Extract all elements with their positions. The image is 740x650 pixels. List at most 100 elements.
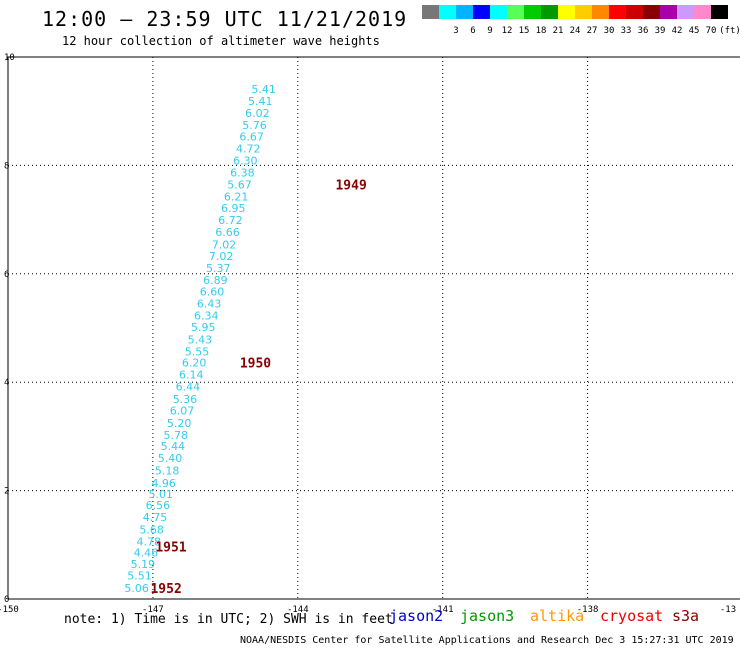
scale-swatch [592, 5, 609, 19]
wave-height-value: 6.95 [221, 202, 246, 215]
wave-height-value: 5.37 [206, 262, 231, 275]
wave-height-value: 5.55 [185, 345, 210, 358]
time-label: 1951 [155, 540, 186, 555]
wave-height-value: 5.51 [127, 570, 151, 583]
wave-height-value: 6.34 [194, 310, 219, 323]
wave-height-value: 6.60 [200, 286, 225, 299]
scale-tick-label: 36 [637, 26, 649, 36]
scale-swatch [558, 5, 575, 19]
y-tick-label: 6 [4, 270, 9, 280]
wave-height-value: 5.18 [155, 465, 180, 478]
scale-swatch [439, 5, 456, 19]
wave-height-value: 4.96 [151, 477, 176, 490]
scale-swatch [422, 5, 439, 19]
footer-credit: NOAA/NESDIS Center for Satellite Applica… [240, 635, 734, 646]
wave-height-value: 4.72 [236, 143, 261, 156]
scale-tick-label: 21 [552, 26, 564, 36]
wave-height-value: 6.67 [239, 131, 264, 144]
x-tick-label: -138 [577, 605, 599, 615]
wave-height-value: 6.38 [230, 166, 255, 179]
wave-height-value: 5.76 [242, 119, 267, 132]
wave-height-value: 5.36 [173, 393, 198, 406]
scale-swatch [490, 5, 507, 19]
wave-height-value: 5.06 [124, 582, 149, 595]
wave-height-value: 6.30 [233, 155, 258, 168]
wave-height-value: 4.78 [136, 536, 161, 549]
y-tick-label: 0 [4, 595, 9, 605]
legend-cryosat: cryosat [600, 607, 664, 625]
scale-swatch [507, 5, 524, 19]
scale-tick-label: 30 [603, 26, 615, 36]
wave-height-value: 5.01 [149, 488, 174, 501]
wave-height-value: 5.68 [139, 524, 164, 537]
wave-height-value: 5.95 [191, 321, 216, 334]
footer-note: note: 1) Time is in UTC; 2) SWH is in fe… [64, 612, 393, 627]
scale-tick-label: 15 [518, 26, 530, 36]
wave-height-value: 5.41 [251, 83, 276, 96]
scale-tick-label: 3 [453, 26, 459, 36]
wave-height-value: 6.02 [245, 107, 270, 120]
scale-swatch [541, 5, 558, 19]
y-tick-label: 2 [4, 487, 9, 497]
map-title: 12:00 — 23:59 UTC 11/21/2019 [42, 7, 408, 31]
scale-tick-label: 33 [620, 26, 632, 36]
scale-tick-label: 45 [688, 26, 700, 36]
scale-swatch [711, 5, 728, 19]
map-subtitle: 12 hour collection of altimeter wave hei… [62, 34, 380, 48]
scale-tick-label: 70 [705, 26, 717, 36]
scale-tick-label: 27 [586, 26, 598, 36]
x-tick-label: -13 [720, 605, 736, 615]
scale-swatch [643, 5, 660, 19]
scale-tick-label: 18 [535, 26, 547, 36]
scale-tick-label: 9 [487, 26, 493, 36]
y-tick-label: 10 [4, 53, 15, 63]
wave-height-value: 7.02 [209, 250, 234, 263]
wave-height-value: 5.41 [248, 95, 273, 108]
wave-height-value: 4.75 [143, 511, 168, 524]
scale-swatch [609, 5, 626, 19]
wave-height-value: 6.43 [197, 298, 222, 311]
wave-height-value: 5.67 [227, 178, 252, 191]
legend-jason2: jason2 [389, 607, 444, 625]
wave-height-value: 5.20 [167, 417, 192, 430]
wave-height-value: 4.46 [134, 546, 159, 559]
scale-swatch [524, 5, 541, 19]
wave-height-value: 5.43 [188, 333, 213, 346]
wave-height-value: 5.44 [161, 440, 186, 453]
scale-swatch [575, 5, 592, 19]
wave-height-value: 6.72 [218, 214, 243, 227]
scale-tick-label: 42 [671, 26, 683, 36]
wave-height-value: 6.89 [203, 274, 228, 287]
scale-tick-label: 12 [501, 26, 513, 36]
scale-swatch [456, 5, 473, 19]
time-label: 1952 [150, 582, 181, 597]
scale-swatch [677, 5, 694, 19]
wave-height-value: 5.40 [158, 452, 183, 465]
x-tick-label: -144 [287, 605, 309, 615]
x-tick-label: -147 [142, 605, 164, 615]
wave-height-value: 6.66 [215, 226, 240, 239]
wave-height-value: 6.07 [170, 404, 195, 417]
wave-height-value: 5.19 [131, 558, 156, 571]
wave-height-value: 6.20 [182, 357, 207, 370]
x-tick-label: -141 [432, 605, 454, 615]
scale-swatch [626, 5, 643, 19]
scale-swatch [694, 5, 711, 19]
scale-swatch [660, 5, 677, 19]
plot-frame [7, 56, 740, 600]
time-label: 1950 [240, 357, 271, 372]
legend-altika: altika [530, 607, 585, 625]
wave-height-value: 6.14 [179, 369, 204, 382]
x-tick-label: -150 [0, 605, 19, 615]
time-label: 1949 [335, 178, 366, 193]
scale-tick-label: 24 [569, 26, 581, 36]
scale-tick-label: 39 [654, 26, 666, 36]
wave-height-value: 6.44 [176, 381, 201, 394]
wave-height-value: 7.02 [212, 239, 237, 252]
wave-height-value: 5.78 [164, 429, 189, 442]
y-tick-label: 4 [4, 378, 9, 388]
wave-height-value: 6.21 [224, 190, 249, 203]
legend-jason3: jason3 [460, 607, 515, 625]
